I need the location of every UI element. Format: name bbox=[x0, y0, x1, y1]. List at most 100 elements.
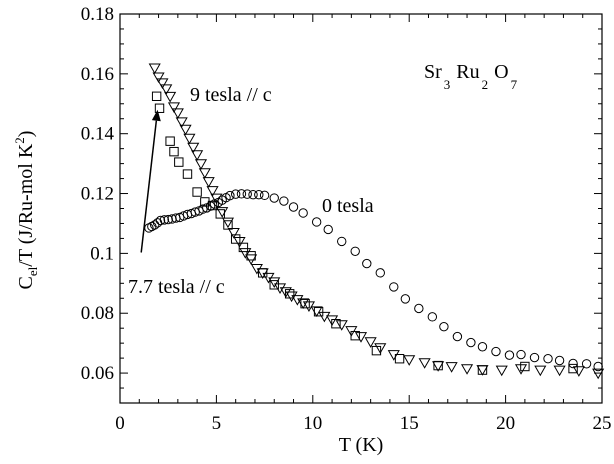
label-7-7-tesla: 7.7 tesla // c bbox=[128, 276, 225, 298]
data-point-circle bbox=[414, 303, 424, 314]
data-point-circle bbox=[375, 268, 385, 278]
data-point-square bbox=[165, 136, 175, 146]
data-point-triangle bbox=[495, 365, 508, 377]
data-point-triangle bbox=[227, 228, 240, 239]
data-point-square bbox=[238, 242, 249, 253]
data-point-circle bbox=[337, 236, 347, 247]
y-tick-label: 0.1 bbox=[90, 243, 114, 264]
data-point-square bbox=[223, 220, 233, 230]
y-axis-label-close: ) bbox=[15, 131, 37, 138]
series-seven bbox=[151, 91, 578, 375]
data-point-square bbox=[192, 187, 202, 197]
data-point-circle bbox=[288, 202, 299, 212]
data-point-triangle bbox=[445, 362, 458, 373]
y-tick-label: 0.08 bbox=[81, 303, 114, 324]
arrow-head bbox=[151, 109, 161, 122]
data-point-circle bbox=[350, 246, 360, 256]
y-axis-label-sup: 2 bbox=[12, 137, 27, 144]
data-point-square bbox=[313, 307, 324, 317]
arrow-line bbox=[140, 120, 158, 253]
data-point-square bbox=[246, 251, 256, 261]
data-point-triangle bbox=[183, 133, 196, 145]
formula-part-2: Ru bbox=[456, 61, 479, 83]
data-point-triangle bbox=[152, 72, 165, 84]
data-point-square bbox=[151, 91, 162, 101]
data-point-triangle bbox=[592, 368, 605, 380]
data-point-circle bbox=[491, 346, 501, 357]
data-point-triangle bbox=[210, 193, 223, 205]
formula-part-1: Sr bbox=[424, 61, 442, 83]
series-nine bbox=[148, 63, 605, 380]
x-axis-label: T (K) bbox=[339, 434, 384, 456]
data-point-square bbox=[200, 197, 210, 207]
data-point-circle bbox=[477, 342, 488, 352]
data-point-triangle bbox=[179, 124, 192, 136]
x-tick-label: 0 bbox=[115, 413, 125, 434]
label-0-tesla: 0 tesla bbox=[322, 195, 374, 217]
data-point-circle bbox=[504, 350, 515, 360]
data-point-triangle bbox=[354, 332, 368, 343]
data-point-triangle bbox=[418, 358, 431, 369]
data-point-triangle bbox=[167, 102, 181, 113]
data-point-square bbox=[207, 200, 218, 211]
data-point-circle bbox=[269, 193, 279, 203]
data-point-triangle bbox=[191, 150, 204, 161]
formula-sub-3: 7 bbox=[511, 77, 518, 92]
data-point-circle bbox=[298, 208, 308, 218]
data-point-circle bbox=[554, 355, 565, 366]
data-point-triangle bbox=[187, 142, 200, 154]
data-point-square bbox=[300, 298, 310, 309]
data-point-square bbox=[257, 268, 268, 278]
series-zero bbox=[144, 189, 603, 372]
data-point-circle bbox=[150, 220, 160, 230]
y-axis-label-sub: el bbox=[25, 266, 40, 276]
data-point-triangle bbox=[198, 168, 211, 179]
formula-part-3: O bbox=[494, 61, 508, 83]
data-point-triangle bbox=[164, 91, 177, 103]
data-point-triangle bbox=[239, 248, 252, 259]
data-point-circle bbox=[466, 337, 476, 348]
x-tick-label: 15 bbox=[400, 413, 419, 434]
data-point-square bbox=[520, 361, 530, 372]
data-point-circle bbox=[516, 349, 526, 360]
x-tick-label: 10 bbox=[303, 413, 322, 434]
data-point-circle bbox=[439, 321, 449, 332]
data-point-square bbox=[331, 319, 341, 329]
data-point-triangle bbox=[156, 78, 169, 90]
data-point-triangle bbox=[534, 365, 547, 377]
y-tick-label: 0.18 bbox=[81, 4, 114, 25]
data-point-triangle bbox=[318, 311, 331, 323]
data-point-circle bbox=[593, 361, 603, 372]
data-point-triangle bbox=[171, 108, 184, 119]
data-point-triangle bbox=[403, 355, 416, 366]
x-tick-label: 20 bbox=[496, 413, 515, 434]
data-point-triangle bbox=[460, 364, 474, 375]
data-point-triangle bbox=[326, 315, 339, 327]
data-point-square bbox=[568, 363, 578, 374]
data-point-circle bbox=[311, 217, 322, 227]
data-point-circle bbox=[159, 215, 170, 225]
arrow-annotation bbox=[140, 109, 161, 253]
y-tick-label: 0.06 bbox=[81, 363, 114, 384]
data-point-circle bbox=[452, 331, 463, 342]
data-point-circle bbox=[362, 258, 372, 269]
data-point-square bbox=[215, 209, 225, 219]
data-point-triangle bbox=[572, 366, 585, 377]
data-point-circle bbox=[155, 215, 166, 226]
data-point-triangle bbox=[273, 283, 287, 295]
data-point-circle bbox=[389, 282, 399, 292]
data-point-square bbox=[394, 354, 405, 364]
data-point-triangle bbox=[335, 320, 348, 331]
data-point-triangle bbox=[221, 217, 235, 229]
data-point-circle bbox=[242, 189, 252, 199]
data-point-circle bbox=[254, 190, 264, 200]
data-point-triangle bbox=[245, 254, 258, 265]
data-point-square bbox=[174, 157, 184, 167]
data-point-triangle bbox=[216, 207, 229, 218]
axis-ticks: 0 5 10 15 20 25 0.06 0.08 0.1 0.12 0.14 0.16 0.18 bbox=[81, 4, 612, 434]
data-point-square bbox=[269, 280, 279, 290]
x-tick-label: 5 bbox=[212, 413, 222, 434]
data-point-circle bbox=[581, 359, 592, 369]
data-point-circle bbox=[400, 294, 411, 304]
data-point-square bbox=[477, 365, 488, 375]
